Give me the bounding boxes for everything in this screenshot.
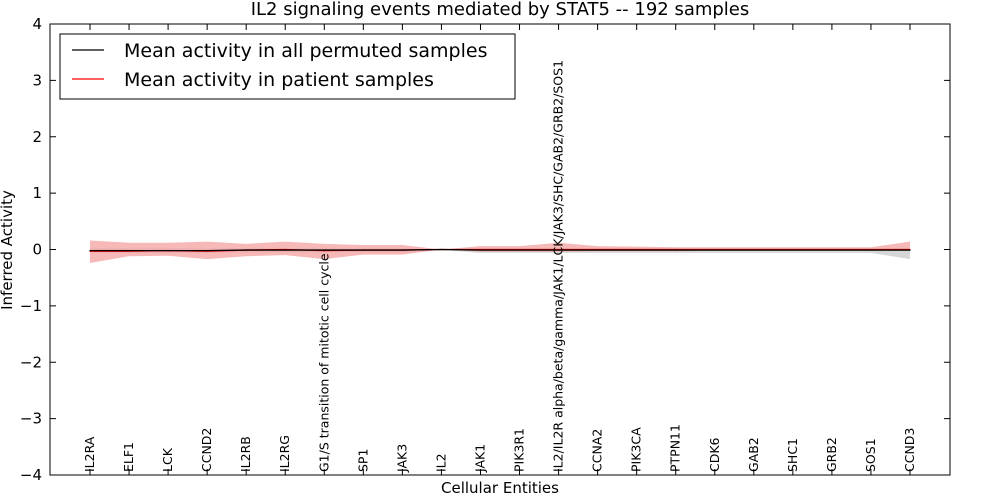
x-category-label: G1/S transition of mitotic cell cycle (316, 253, 331, 472)
point-mean-activity-in-all-permuted-samples (909, 249, 911, 251)
point-mean-activity-in-all-permuted-samples (89, 250, 91, 252)
band-mean-activity-in-patient-samples (90, 240, 910, 264)
y-tick-label: −1 (20, 297, 42, 315)
x-category-label: IL2RB (238, 436, 253, 472)
y-tick-label: 3 (32, 71, 42, 89)
confidence-bands (90, 240, 910, 264)
point-mean-activity-in-all-permuted-samples (284, 249, 286, 251)
point-mean-activity-in-all-permuted-samples (675, 249, 677, 251)
x-category-label: LCK (160, 447, 175, 472)
point-mean-activity-in-all-permuted-samples (401, 249, 403, 251)
point-mean-activity-in-all-permuted-samples (557, 249, 560, 251)
y-tick-label: −3 (20, 410, 42, 428)
point-mean-activity-in-all-permuted-samples (362, 249, 364, 251)
point-mean-activity-in-all-permuted-samples (206, 250, 208, 252)
x-axis: IL2RA ELF1 LCK CCND2 IL2RB IL2RG G1/S transiti… (82, 24, 917, 475)
point-mean-activity-in-all-permuted-samples (167, 250, 169, 252)
point-mean-activity-in-all-permuted-samples (831, 249, 833, 251)
series-lines (89, 248, 911, 252)
point-mean-activity-in-all-permuted-samples (479, 249, 482, 251)
x-category-label: IL2 (433, 453, 448, 472)
x-category-label: GAB2 (746, 437, 761, 472)
x-category-label: CCND2 (199, 428, 214, 472)
y-tick-label: 0 (32, 241, 42, 259)
point-mean-activity-in-all-permuted-samples (792, 249, 794, 251)
point-mean-activity-in-all-permuted-samples (597, 249, 599, 251)
x-category-label: SP1 (355, 449, 370, 472)
y-axis-label: Inferred Activity (0, 190, 16, 310)
x-category-label: JAK1 (472, 444, 487, 473)
y-axis: 4 3 2 1 0 −1 −2 −3 −4 (20, 15, 950, 484)
point-mean-activity-in-all-permuted-samples (753, 249, 755, 251)
point-mean-activity-in-all-permuted-samples (714, 249, 716, 251)
x-category-label: PIK3R1 (512, 428, 527, 472)
y-tick-label: 1 (32, 184, 42, 202)
x-category-label: ELF1 (121, 442, 136, 472)
point-mean-activity-in-all-permuted-samples (323, 249, 325, 251)
x-category-label: IL2/IL2R alpha/beta/gamma/JAK1/LCK/JAK3/… (551, 60, 566, 472)
x-category-label: CCNA2 (590, 429, 605, 472)
point-mean-activity-in-all-permuted-samples (870, 249, 872, 251)
x-category-label: IL2RG (277, 435, 292, 472)
y-tick-label: −4 (20, 466, 42, 484)
x-category-label: SHC1 (785, 438, 800, 472)
legend-label-permuted: Mean activity in all permuted samples (124, 40, 487, 62)
x-category-label: CDK6 (707, 437, 722, 472)
chart-title: IL2 signaling events mediated by STAT5 -… (251, 0, 750, 20)
legend: Mean activity in all permuted samples Me… (59, 33, 516, 100)
x-category-label: JAK3 (394, 444, 409, 473)
point-mean-activity-in-all-permuted-samples (245, 249, 247, 251)
y-tick-label: 2 (32, 128, 42, 146)
x-axis-label: Cellular Entities (441, 479, 559, 497)
x-category-label: GRB2 (824, 437, 839, 472)
point-mean-activity-in-all-permuted-samples (440, 248, 443, 251)
point-mean-activity-in-all-permuted-samples (128, 250, 130, 252)
point-mean-activity-in-all-permuted-samples (636, 249, 638, 251)
line-mean-activity-in-all-permuted-samples (90, 248, 910, 252)
point-mean-activity-in-all-permuted-samples (518, 249, 521, 251)
x-category-label: CCND3 (902, 428, 917, 472)
x-category-label: PIK3CA (629, 427, 644, 472)
legend-box (59, 33, 516, 100)
x-category-label: IL2RA (82, 436, 97, 472)
x-category-label: PTPN11 (668, 424, 683, 472)
y-tick-label: 4 (32, 15, 42, 33)
legend-label-patient: Mean activity in patient samples (124, 69, 434, 91)
y-tick-label: −2 (20, 353, 42, 371)
x-category-label: SOS1 (863, 438, 878, 472)
